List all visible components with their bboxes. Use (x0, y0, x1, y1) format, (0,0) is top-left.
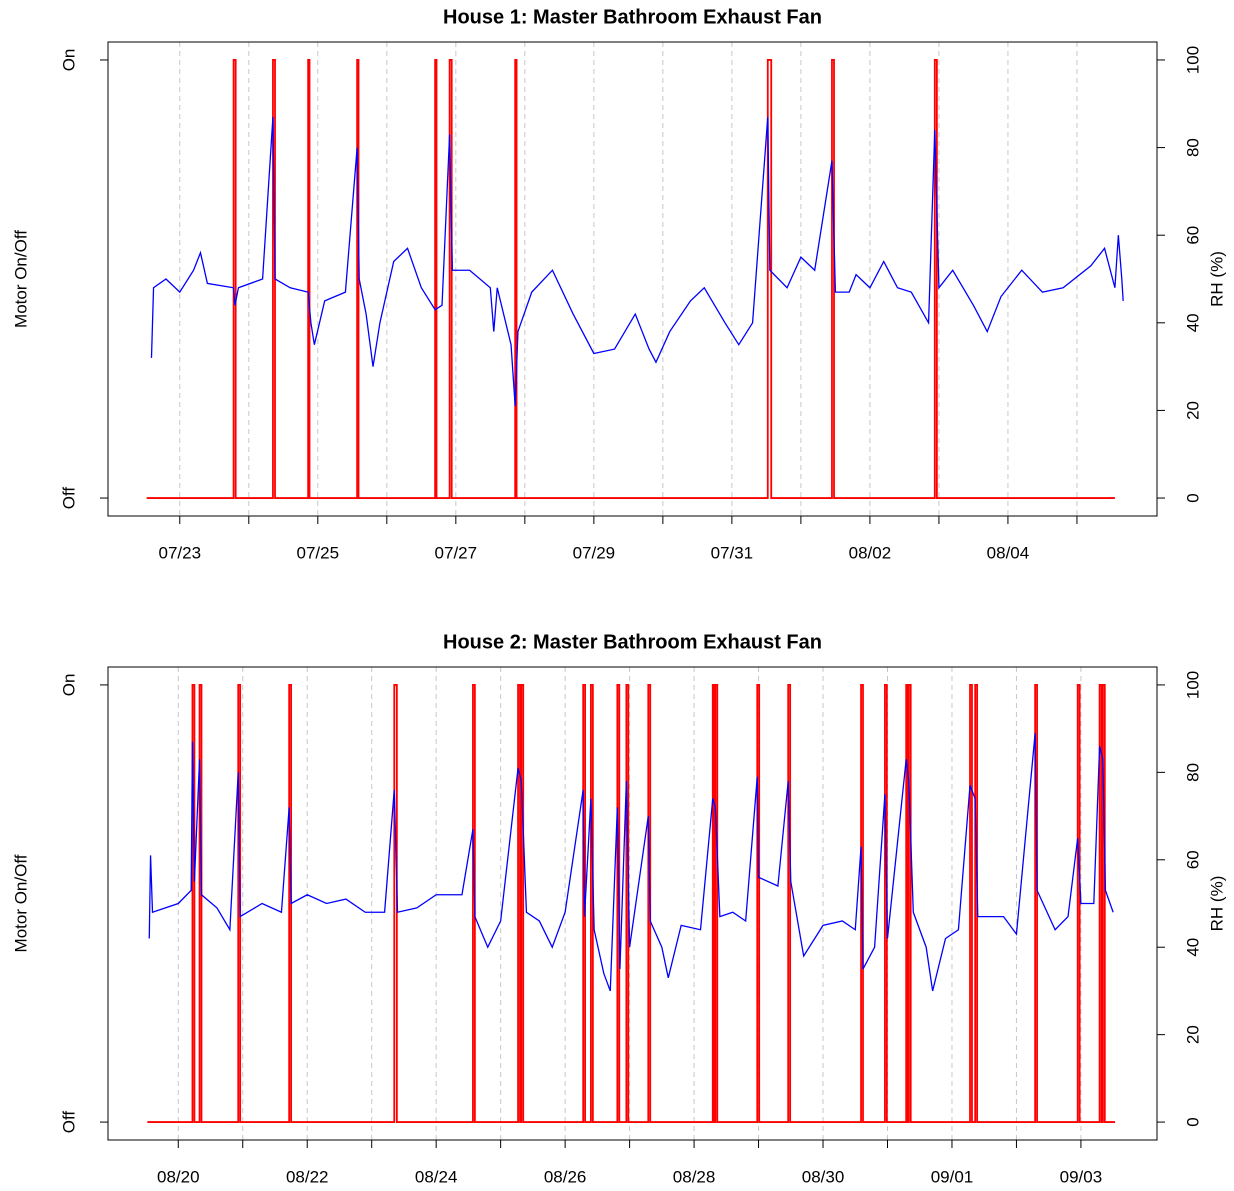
chart-title: House 2: Master Bathroom Exhaust Fan (443, 631, 822, 653)
y2-tick-label: 0 (1183, 493, 1202, 502)
y2-tick-label: 60 (1183, 226, 1202, 245)
x-tick-label: 08/22 (286, 1167, 329, 1186)
x-tick-label: 08/04 (987, 543, 1030, 562)
chart-title: House 1: Master Bathroom Exhaust Fan (443, 6, 822, 28)
x-tick-label: 07/27 (435, 543, 478, 562)
y2-tick-label: 20 (1183, 1025, 1202, 1044)
x-tick-label: 08/24 (415, 1167, 458, 1186)
y-tick-label: Off (59, 1111, 78, 1134)
x-tick-label: 09/03 (1060, 1167, 1103, 1186)
plot-box (107, 41, 1158, 517)
y-tick-label: Off (59, 487, 78, 510)
y2-axis-label: RH (%) (1207, 251, 1226, 307)
y2-tick-label: 40 (1183, 938, 1202, 957)
x-tick-label: 08/30 (802, 1167, 845, 1186)
plot-box (107, 666, 1158, 1141)
y2-tick-label: 0 (1183, 1117, 1202, 1126)
y2-tick-label: 20 (1183, 401, 1202, 420)
y2-tick-label: 80 (1183, 138, 1202, 157)
y2-tick-label: 100 (1183, 46, 1202, 74)
y-tick-label: On (59, 674, 78, 697)
x-tick-label: 09/01 (931, 1167, 974, 1186)
y2-tick-label: 40 (1183, 313, 1202, 332)
data-line (147, 684, 1116, 1123)
data-line (150, 116, 1124, 407)
y2-tick-label: 60 (1183, 850, 1202, 869)
x-tick-label: 07/25 (297, 543, 340, 562)
x-tick-label: 08/20 (157, 1167, 200, 1186)
y2-tick-label: 80 (1183, 763, 1202, 782)
y-axis-label: Motor On/Off (11, 854, 30, 952)
x-tick-label: 08/28 (673, 1167, 716, 1186)
y-tick-label: On (59, 49, 78, 72)
x-tick-label: 07/29 (573, 543, 616, 562)
x-tick-label: 08/26 (544, 1167, 587, 1186)
data-line (146, 59, 1115, 499)
y2-axis-label: RH (%) (1207, 876, 1226, 932)
x-tick-label: 08/02 (849, 543, 892, 562)
x-tick-label: 07/31 (711, 543, 754, 562)
x-tick-label: 07/23 (159, 543, 202, 562)
y2-tick-label: 100 (1183, 671, 1202, 699)
y-axis-label: Motor On/Off (11, 230, 30, 328)
data-line (148, 732, 1114, 992)
